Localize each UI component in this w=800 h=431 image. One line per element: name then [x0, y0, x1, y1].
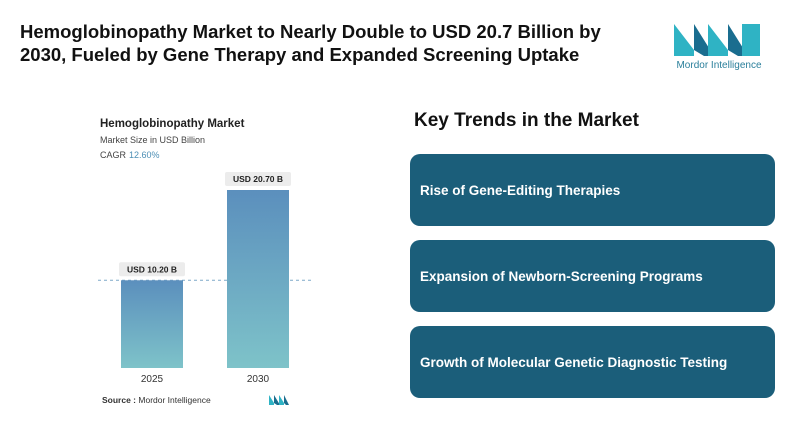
data-label-bg: [119, 262, 185, 277]
logo-mark-icon: [674, 24, 760, 56]
bar-2025: [121, 280, 183, 368]
mordor-intelligence-logo: Mordor Intelligence: [664, 20, 774, 76]
chart-title: Hemoglobinopathy Market: [100, 118, 245, 130]
key-trends-title: Key Trends in the Market: [414, 110, 639, 131]
cagr-value: 12.60%: [129, 150, 160, 160]
bar-chart: USD 10.20 B 2025 USD 20.70 B 2030: [98, 172, 312, 385]
x-tick-label: 2025: [141, 374, 164, 385]
trend-card-label: Growth of Molecular Genetic Diagnostic T…: [420, 354, 728, 370]
chart-subtitle: Market Size in USD Billion: [100, 135, 206, 145]
source-label: Source :: [102, 395, 137, 405]
trend-card-molecular-testing: Growth of Molecular Genetic Diagnostic T…: [410, 326, 775, 398]
data-label: USD 10.20 B: [127, 264, 177, 274]
cagr-label: CAGR: [100, 150, 127, 160]
bar-2030: [227, 190, 289, 368]
trend-card-label: Expansion of Newborn-Screening Programs: [420, 268, 703, 284]
trend-card-gene-editing: Rise of Gene-Editing Therapies: [410, 154, 775, 226]
trend-card-label: Rise of Gene-Editing Therapies: [420, 182, 621, 198]
chart-source: Source : Mordor Intelligence: [102, 395, 211, 405]
cagr-row: CAGR 12.60%: [100, 150, 160, 160]
trend-card-newborn-screening: Expansion of Newborn-Screening Programs: [410, 240, 775, 312]
data-label-bg: [225, 172, 291, 186]
mini-logo-icon: [269, 395, 289, 405]
chart-panel: USD 10.20 B 2025 USD 20.70 B 2030 Hemoglobi…: [92, 100, 322, 420]
logo-text: Mordor Intelligence: [676, 60, 762, 71]
page-headline: Hemoglobinopathy Market to Nearly Double…: [20, 21, 601, 65]
x-tick-label: 2030: [247, 374, 270, 385]
data-label: USD 20.70 B: [233, 174, 283, 184]
source-value: Mordor Intelligence: [138, 395, 211, 405]
